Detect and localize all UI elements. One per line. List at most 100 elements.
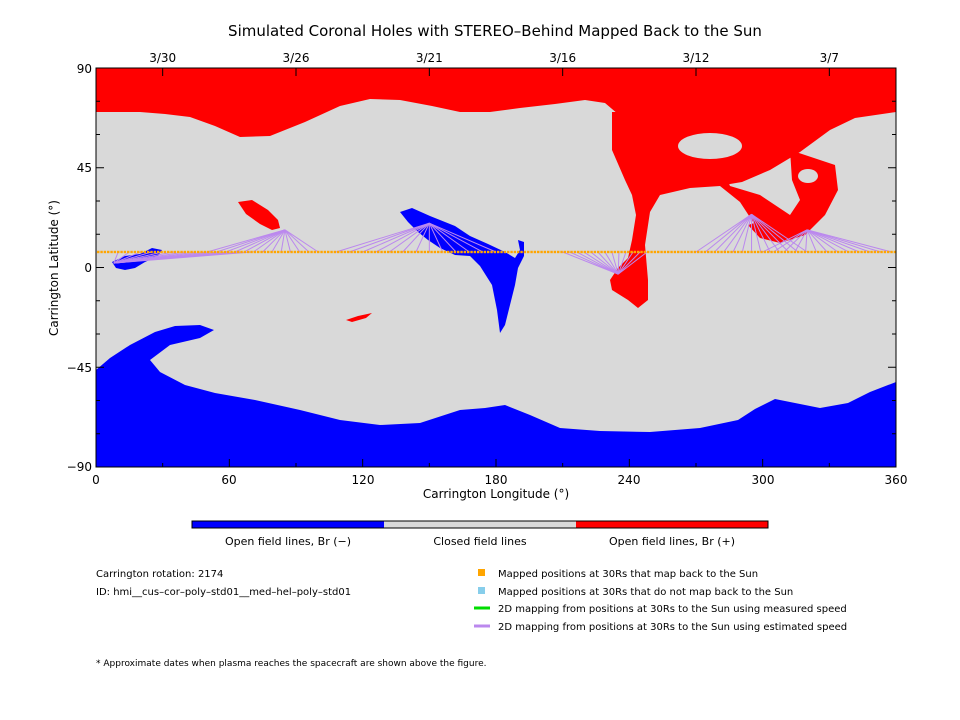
mapped-point	[590, 250, 593, 254]
x-axis-label: Carrington Longitude (°)	[423, 487, 569, 501]
mapped-point	[593, 250, 597, 254]
mapped-point	[547, 250, 550, 254]
mapping-line	[284, 229, 301, 253]
mapping-line	[583, 251, 619, 275]
mapped-point	[893, 250, 897, 254]
mapped-point	[380, 250, 383, 254]
mapped-point	[283, 250, 287, 254]
y-tick-label: 0	[84, 261, 92, 275]
mapped-point	[493, 250, 497, 254]
mapped-point	[750, 250, 753, 254]
mapped-point	[360, 250, 363, 254]
colorbar-frame	[191, 520, 769, 529]
mapped-point	[737, 250, 740, 254]
mapped-point	[230, 250, 233, 254]
mapped-point	[640, 250, 643, 254]
mapped-point	[223, 250, 227, 254]
x-tick-label: 120	[352, 473, 375, 487]
x-tick-label: 300	[752, 473, 775, 487]
mapped-point	[333, 250, 337, 254]
mapped-point	[477, 250, 480, 254]
mapped-point	[123, 250, 127, 254]
mapped-point	[310, 250, 313, 254]
mapped-point	[100, 250, 103, 254]
mapping-line	[806, 229, 839, 253]
mapping-line	[113, 251, 252, 264]
mapped-point	[200, 250, 203, 254]
mapped-point	[607, 250, 610, 254]
mapping-line	[243, 229, 286, 253]
mapped-point	[167, 250, 170, 254]
mapped-point	[870, 250, 873, 254]
mapped-point	[303, 250, 307, 254]
mapped-point	[883, 250, 887, 254]
mapped-point	[337, 250, 340, 254]
mapped-point	[443, 250, 447, 254]
mapped-point	[810, 250, 813, 254]
mapping-line	[806, 229, 817, 253]
legend-mapped-marker	[478, 569, 485, 576]
mapped-point	[367, 250, 370, 254]
positive-patch-west	[238, 200, 280, 230]
mapped-point	[827, 250, 830, 254]
mapped-point	[207, 250, 210, 254]
mapped-point	[667, 250, 670, 254]
mapped-point	[427, 250, 430, 254]
mapping-line	[751, 214, 771, 253]
mapped-point	[237, 250, 240, 254]
mapped-point	[647, 250, 650, 254]
mapped-point	[290, 250, 293, 254]
mapped-point	[160, 250, 163, 254]
mapped-point	[460, 250, 463, 254]
mapped-point	[320, 250, 323, 254]
mapped-point	[820, 250, 823, 254]
mapping-line	[234, 229, 286, 253]
mapped-point	[423, 250, 427, 254]
mapped-point	[877, 250, 880, 254]
mapped-point	[617, 250, 620, 254]
mapped-point	[847, 250, 850, 254]
mapped-point	[510, 250, 513, 254]
mapped-point	[563, 250, 567, 254]
plot-area	[96, 68, 896, 467]
mapped-point	[650, 250, 653, 254]
mapped-point	[297, 250, 300, 254]
mapping-line	[280, 229, 286, 253]
mapped-point	[793, 250, 797, 254]
x-tick-label: 360	[885, 473, 908, 487]
mapped-point	[147, 250, 150, 254]
mapped-point	[240, 250, 243, 254]
mapped-point	[387, 250, 390, 254]
mapped-point	[383, 250, 387, 254]
mapped-point	[457, 250, 460, 254]
mapped-point	[193, 250, 197, 254]
mapped-point	[187, 250, 190, 254]
mapped-point	[587, 250, 590, 254]
mapped-point	[420, 250, 423, 254]
chart-title: Simulated Coronal Holes with STEREO–Behi…	[228, 22, 762, 40]
mapping-line	[617, 251, 620, 275]
mapped-point	[753, 250, 757, 254]
mapped-point	[673, 250, 677, 254]
mapped-point	[347, 250, 350, 254]
mapped-point	[747, 250, 750, 254]
mapped-point	[697, 250, 700, 254]
mapping-line	[806, 229, 828, 253]
closed-island-north	[678, 133, 742, 159]
mapped-point	[853, 250, 857, 254]
mapped-point	[683, 250, 687, 254]
mapped-point	[530, 250, 533, 254]
mapping-line	[604, 251, 619, 275]
footnote: * Approximate dates when plasma reaches …	[96, 659, 487, 669]
mapped-point	[250, 250, 253, 254]
mapped-point	[723, 250, 727, 254]
mapped-point	[470, 250, 473, 254]
mapping-line	[113, 251, 141, 264]
mapped-point	[390, 250, 393, 254]
mapped-point	[680, 250, 683, 254]
mapped-point	[603, 250, 607, 254]
mapping-line	[428, 222, 444, 253]
colorbar-open-negative	[192, 521, 384, 528]
mapped-point	[107, 250, 110, 254]
mapping-line	[113, 251, 130, 264]
